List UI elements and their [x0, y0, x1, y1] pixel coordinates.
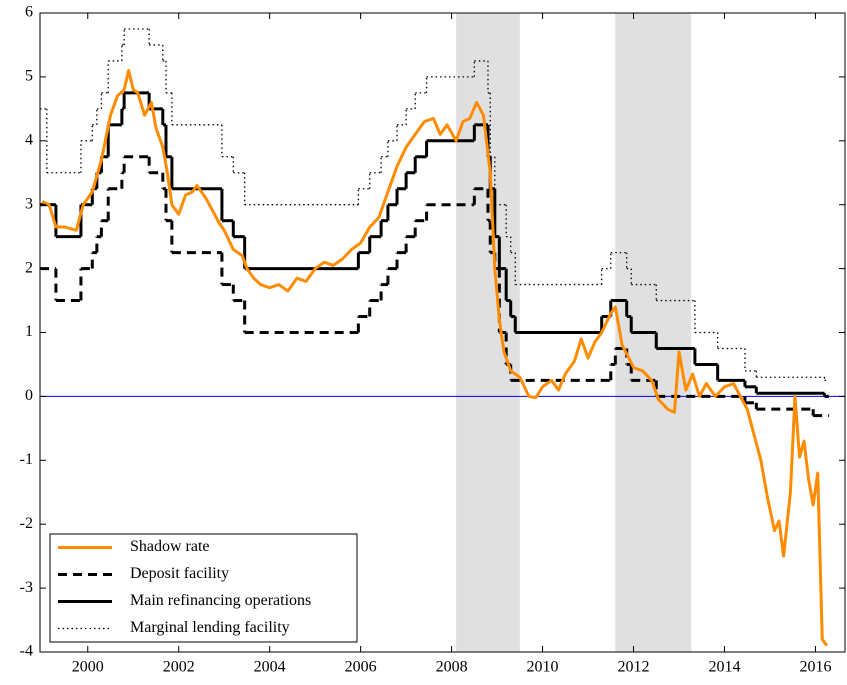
legend-label: Main refinancing operations [130, 592, 311, 609]
y-tick-label: 0 [25, 387, 33, 404]
y-tick-label: 1 [25, 323, 33, 340]
legend-box [49, 533, 358, 643]
x-tick-label: 2004 [254, 659, 286, 676]
x-tick-label: 2010 [527, 659, 559, 676]
x-tick-label: 2016 [799, 659, 831, 676]
plot-area [40, 13, 845, 652]
x-tick-label: 2012 [618, 659, 650, 676]
y-tick-label: 2 [25, 259, 33, 276]
x-tick-label: 2006 [345, 659, 377, 676]
series-line [41, 69, 829, 647]
shaded-period [456, 13, 520, 652]
x-tick-label: 2002 [163, 659, 195, 676]
legend-label: Shadow rate [130, 538, 210, 555]
y-tick-label: -4 [20, 643, 33, 660]
y-tick-label: -1 [20, 451, 33, 468]
y-tick-label: 5 [25, 68, 33, 85]
y-tick-label: 4 [25, 131, 33, 148]
legend-label: Marginal lending facility [130, 619, 290, 636]
y-tick-label: 6 [25, 4, 33, 21]
y-tick-label: -3 [20, 579, 33, 596]
y-tick-label: 3 [25, 195, 33, 212]
axes: -4 -3 -2 -1 0 1 2 3 4 5 6 2000 2002 2004 2006 2008 2010 2… [20, 4, 845, 676]
legend: Shadow rate Deposit facility Main refinanc… [49, 533, 358, 643]
legend-label: Deposit facility [130, 565, 229, 582]
x-tick-label: 2008 [436, 659, 468, 676]
x-tick-label: 2000 [72, 659, 104, 676]
y-tick-label: -2 [20, 515, 33, 532]
x-tick-label: 2014 [708, 659, 740, 676]
